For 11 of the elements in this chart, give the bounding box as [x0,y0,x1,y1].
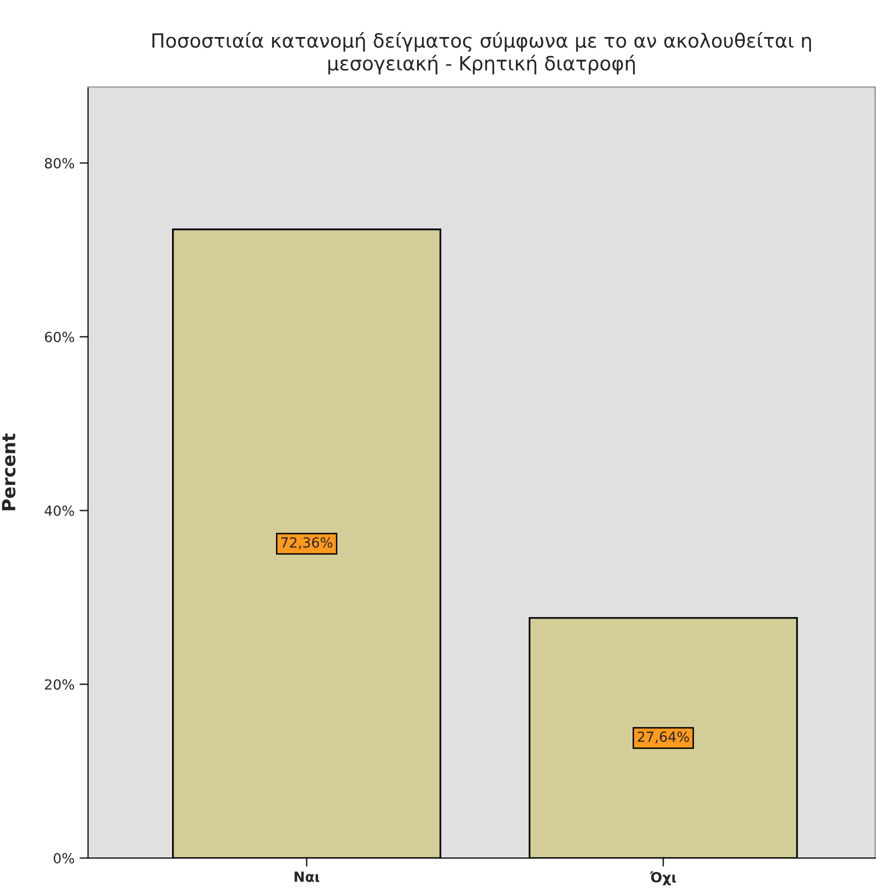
y-tick-label: 0% [54,853,74,864]
y-axis-title: Percent [2,434,16,510]
chart-title: Ποσοστιαία κατανομή δείγματος σύμφωνα με το αν ακολουθείται η μεσογειακή - Κρητική διατροφή [152,32,811,74]
y-tick-label: 40% [44,505,74,516]
x-tick-label: Όχι [650,871,676,886]
y-tick-label: 60% [44,332,74,342]
x-tick-label: Ναι [294,872,320,882]
data-label: 27,64% [638,731,689,744]
y-tick-label: 20% [44,679,74,690]
data-label: 72,36% [281,537,332,550]
y-tick-label: 80% [44,158,74,168]
